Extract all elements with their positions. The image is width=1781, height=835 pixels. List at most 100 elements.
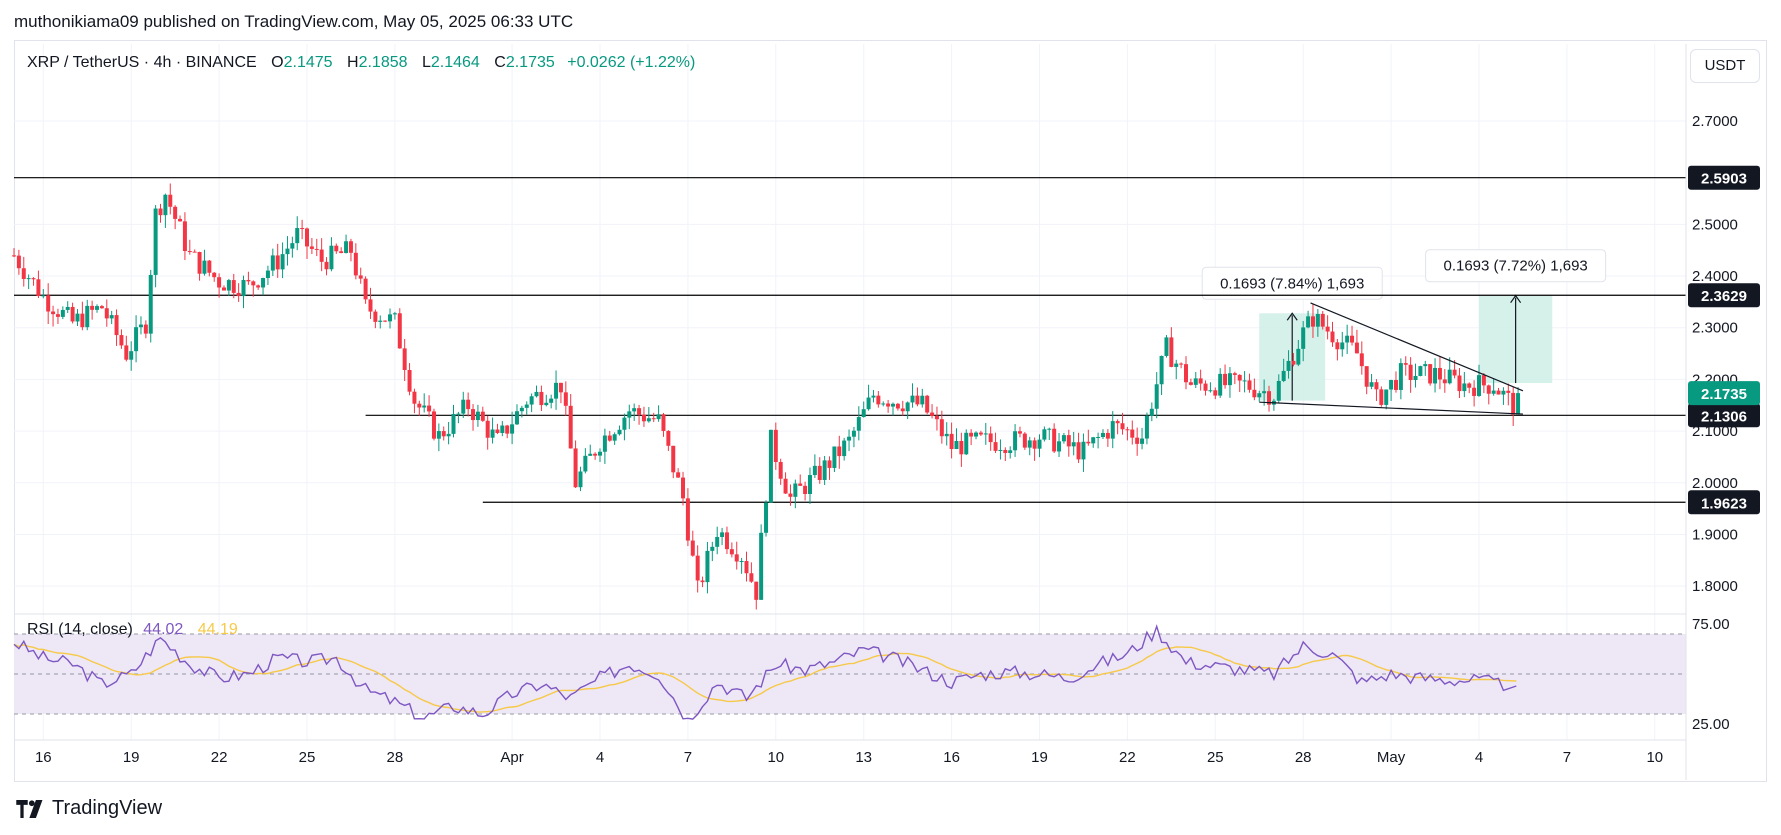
- candle-body: [285, 248, 290, 255]
- candle-body: [1188, 382, 1193, 385]
- candle-body: [934, 415, 939, 420]
- candle-body: [1281, 370, 1286, 381]
- candle-body: [1130, 429, 1135, 438]
- candle-body: [12, 255, 16, 257]
- candle-body: [280, 254, 285, 270]
- candle-body: [1027, 440, 1032, 448]
- candle-body: [226, 280, 231, 291]
- candle-body: [1442, 379, 1447, 384]
- candle-body: [270, 255, 275, 271]
- candle-body: [1452, 369, 1457, 376]
- rsi-tick-label: 25.00: [1692, 716, 1730, 733]
- candle-body: [715, 536, 720, 547]
- candle-body: [1345, 335, 1350, 343]
- candle-body: [182, 221, 187, 252]
- price-tick-label: 2.1000: [1692, 423, 1738, 440]
- candle-body: [734, 554, 739, 562]
- level-price-label: 2.3629: [1701, 288, 1747, 305]
- candle-body: [431, 411, 436, 439]
- candle-body: [856, 417, 861, 431]
- candle-body: [485, 420, 490, 438]
- time-tick-label: Apr: [500, 749, 523, 766]
- high-label: H: [347, 54, 359, 71]
- time-tick-label: 4: [596, 749, 604, 766]
- candle-body: [1237, 374, 1242, 381]
- tradingview-logo-icon: [16, 799, 43, 818]
- candle-body: [925, 395, 930, 413]
- candle-body: [1428, 364, 1433, 384]
- candle-body: [422, 405, 427, 408]
- candle-body: [95, 306, 100, 310]
- candle-body: [866, 397, 871, 410]
- measure-label-box: [1201, 266, 1383, 300]
- candle-body: [759, 532, 764, 600]
- time-tick-label: 10: [767, 749, 784, 766]
- candle-body: [695, 555, 700, 581]
- level-price-box: [1688, 490, 1760, 515]
- candle-body: [1003, 449, 1008, 454]
- candle-body: [1247, 380, 1252, 390]
- candle-body: [1340, 342, 1345, 350]
- candle-body: [339, 251, 344, 254]
- candle-body: [685, 498, 690, 541]
- currency-button[interactable]: USDT: [1690, 49, 1760, 83]
- candle-body: [651, 418, 656, 420]
- candle-body: [1096, 437, 1101, 439]
- candle-body: [690, 540, 695, 556]
- candle-body: [1408, 364, 1413, 381]
- time-tick-label: 7: [1563, 749, 1571, 766]
- candle-body: [978, 432, 983, 435]
- rsi-legend[interactable]: RSI (14, close) 44.02 44.19: [27, 621, 238, 639]
- candle-body: [1144, 415, 1149, 439]
- candle-body: [700, 580, 705, 583]
- candle-body: [1203, 383, 1208, 391]
- candle-body: [1013, 431, 1018, 451]
- last-price-box: [1688, 381, 1760, 406]
- candle-body: [466, 399, 471, 410]
- candle-body: [1257, 393, 1262, 398]
- candle-body: [1242, 380, 1247, 382]
- candle-body: [392, 313, 397, 315]
- candle-body: [1169, 337, 1174, 367]
- candle-body: [920, 395, 925, 405]
- candle-body: [368, 299, 373, 312]
- candle-body: [65, 306, 70, 310]
- candle-body: [1276, 380, 1281, 401]
- candle-body: [21, 268, 26, 279]
- candle-body: [1491, 390, 1496, 394]
- close-label: C: [494, 54, 506, 71]
- candle-body: [1501, 390, 1506, 395]
- candle-body: [402, 348, 407, 371]
- candle-body: [969, 432, 974, 437]
- candle-body: [949, 433, 954, 450]
- candle-body: [798, 483, 803, 486]
- candle-body: [583, 455, 588, 472]
- candle-body: [729, 549, 734, 555]
- candle-body: [26, 278, 31, 280]
- candle-body: [637, 408, 642, 415]
- candle-body: [851, 430, 856, 437]
- candle-body: [36, 279, 41, 297]
- candle-body: [617, 429, 622, 435]
- candle-body: [1496, 390, 1501, 395]
- candle-body: [524, 404, 529, 408]
- candle-body: [558, 382, 563, 393]
- level-price-label: 2.1306: [1701, 408, 1747, 425]
- measure-label: 0.1693 (7.72%) 1,693: [1443, 258, 1587, 275]
- candle-body: [803, 485, 808, 494]
- symbol-name[interactable]: XRP / TetherUS · 4h · BINANCE: [27, 54, 257, 71]
- candle-body: [954, 440, 959, 450]
- open-value: 2.1475: [283, 54, 333, 71]
- candle-body: [627, 411, 632, 418]
- candle-body: [783, 478, 788, 494]
- candle-body: [983, 433, 988, 435]
- candle-body: [1071, 442, 1076, 447]
- candle-body: [441, 431, 446, 437]
- footer-brand[interactable]: TradingView: [16, 797, 162, 820]
- candle-body: [383, 320, 388, 322]
- candle-body: [817, 465, 822, 481]
- candle-body: [451, 414, 456, 434]
- candle-body: [764, 502, 769, 533]
- candle-body: [1393, 380, 1398, 390]
